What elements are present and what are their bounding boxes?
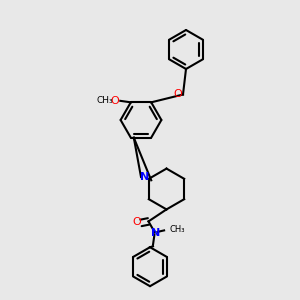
- Text: CH₃: CH₃: [169, 225, 185, 234]
- Text: CH₃: CH₃: [96, 96, 113, 105]
- Text: O: O: [173, 89, 182, 99]
- Text: N: N: [152, 228, 160, 239]
- Text: O: O: [110, 96, 119, 106]
- Text: O: O: [133, 217, 142, 227]
- Text: N: N: [140, 172, 149, 182]
